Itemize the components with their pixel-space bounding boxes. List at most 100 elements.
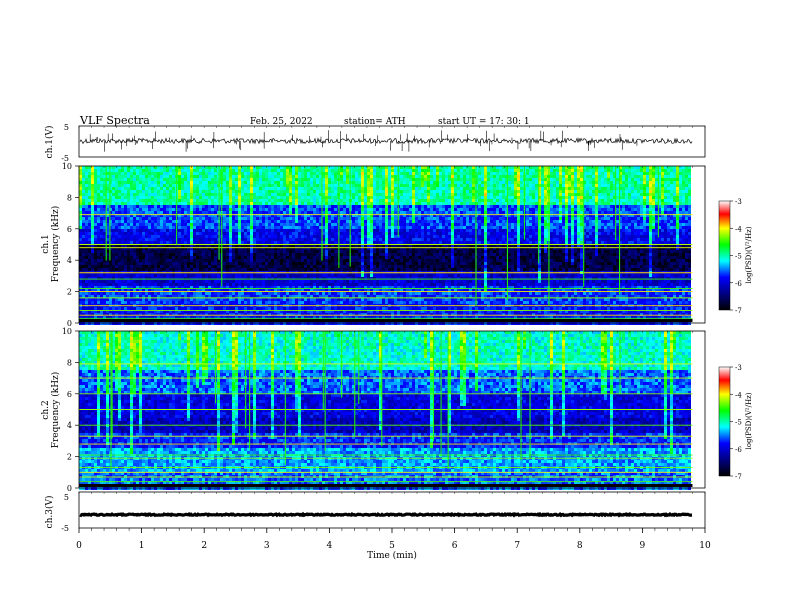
- heatmap-cell: [391, 172, 394, 175]
- heatmap-cell: [610, 181, 613, 184]
- heatmap-cell: [118, 220, 121, 223]
- heatmap-cell: [412, 211, 415, 214]
- heatmap-cell: [316, 229, 319, 232]
- heatmap-cell: [451, 190, 454, 193]
- heatmap-cell: [343, 193, 346, 196]
- heatmap-cell: [319, 232, 322, 235]
- heatmap-cell: [406, 229, 409, 232]
- heatmap-cell: [235, 229, 238, 232]
- heatmap-cell: [265, 196, 268, 199]
- heatmap-cell: [502, 172, 505, 175]
- heatmap-cell: [655, 226, 658, 229]
- heatmap-cell: [88, 181, 91, 184]
- heatmap-cell: [439, 202, 442, 205]
- heatmap-cell: [253, 178, 256, 181]
- heatmap-cell: [292, 193, 295, 196]
- heatmap-cell: [268, 220, 271, 223]
- heatmap-cell: [409, 193, 412, 196]
- heatmap-cell: [493, 223, 496, 226]
- heatmap-cell: [307, 223, 310, 226]
- heatmap-cell: [658, 166, 661, 169]
- heatmap-cell: [124, 184, 127, 187]
- heatmap-cell: [418, 187, 421, 190]
- heatmap-cell: [241, 208, 244, 211]
- heatmap-cell: [439, 190, 442, 193]
- heatmap-cell: [193, 208, 196, 211]
- heatmap-cell: [505, 166, 508, 169]
- heatmap-cell: [430, 217, 433, 220]
- heatmap-cell: [214, 166, 217, 169]
- heatmap-cell: [85, 223, 88, 226]
- heatmap-cell: [580, 223, 583, 226]
- heatmap-cell: [316, 181, 319, 184]
- heatmap-cell: [652, 214, 655, 217]
- heatmap-cell: [109, 235, 112, 238]
- heatmap-cell: [466, 196, 469, 199]
- heatmap-cell: [241, 232, 244, 235]
- heatmap-cell: [394, 232, 397, 235]
- heatmap-cell: [553, 181, 556, 184]
- heatmap-cell: [145, 208, 148, 211]
- heatmap-cell: [238, 175, 241, 178]
- heatmap-cell: [661, 205, 664, 208]
- heatmap-cell: [586, 190, 589, 193]
- heatmap-cell: [505, 181, 508, 184]
- heatmap-cell: [658, 205, 661, 208]
- heatmap-cell: [250, 229, 253, 232]
- heatmap-cell: [256, 220, 259, 223]
- heatmap-cell: [466, 172, 469, 175]
- heatmap-cell: [112, 226, 115, 229]
- heatmap-cell: [148, 169, 151, 172]
- heatmap-cell: [115, 232, 118, 235]
- heatmap-cell: [607, 175, 610, 178]
- heatmap-cell: [433, 187, 436, 190]
- heatmap-cell: [391, 175, 394, 178]
- heatmap-cell: [301, 190, 304, 193]
- heatmap-cell: [259, 226, 262, 229]
- heatmap-cell: [181, 229, 184, 232]
- heatmap-cell: [643, 193, 646, 196]
- heatmap-cell: [241, 217, 244, 220]
- heatmap-cell: [550, 178, 553, 181]
- heatmap-cell: [574, 235, 577, 238]
- heatmap-cell: [268, 187, 271, 190]
- heatmap-cell: [88, 226, 91, 229]
- heatmap-cell: [145, 193, 148, 196]
- heatmap-cell: [181, 214, 184, 217]
- heatmap-cell: [235, 169, 238, 172]
- heatmap-cell: [412, 214, 415, 217]
- heatmap-cell: [430, 208, 433, 211]
- heatmap-cell: [388, 208, 391, 211]
- heatmap-cell: [82, 223, 85, 226]
- heatmap-cell: [646, 181, 649, 184]
- heatmap-cell: [85, 226, 88, 229]
- heatmap-cell: [79, 214, 82, 217]
- heatmap-cell: [178, 214, 181, 217]
- heatmap-cell: [214, 232, 217, 235]
- heatmap-cell: [652, 166, 655, 169]
- heatmap-cell: [316, 166, 319, 169]
- heatmap-cell: [652, 229, 655, 232]
- heatmap-cell: [292, 199, 295, 202]
- heatmap-cell: [79, 184, 82, 187]
- heatmap-cell: [472, 196, 475, 199]
- heatmap-cell: [454, 229, 457, 232]
- heatmap-cell: [166, 223, 169, 226]
- heatmap-cell: [391, 217, 394, 220]
- heatmap-cell: [277, 193, 280, 196]
- heatmap-cell: [415, 199, 418, 202]
- heatmap-cell: [145, 217, 148, 220]
- heatmap-cell: [361, 169, 364, 172]
- heatmap-cell: [295, 181, 298, 184]
- heatmap-cell: [184, 232, 187, 235]
- heatmap-cell: [628, 220, 631, 223]
- heatmap-cell: [313, 214, 316, 217]
- heatmap-cell: [544, 220, 547, 223]
- heatmap-cell: [541, 223, 544, 226]
- heatmap-cell: [370, 199, 373, 202]
- heatmap-cell: [322, 235, 325, 238]
- heatmap-cell: [403, 217, 406, 220]
- ch1-spectrogram-heatmap: [79, 166, 693, 325]
- heatmap-cell: [385, 169, 388, 172]
- heatmap-cell: [505, 175, 508, 178]
